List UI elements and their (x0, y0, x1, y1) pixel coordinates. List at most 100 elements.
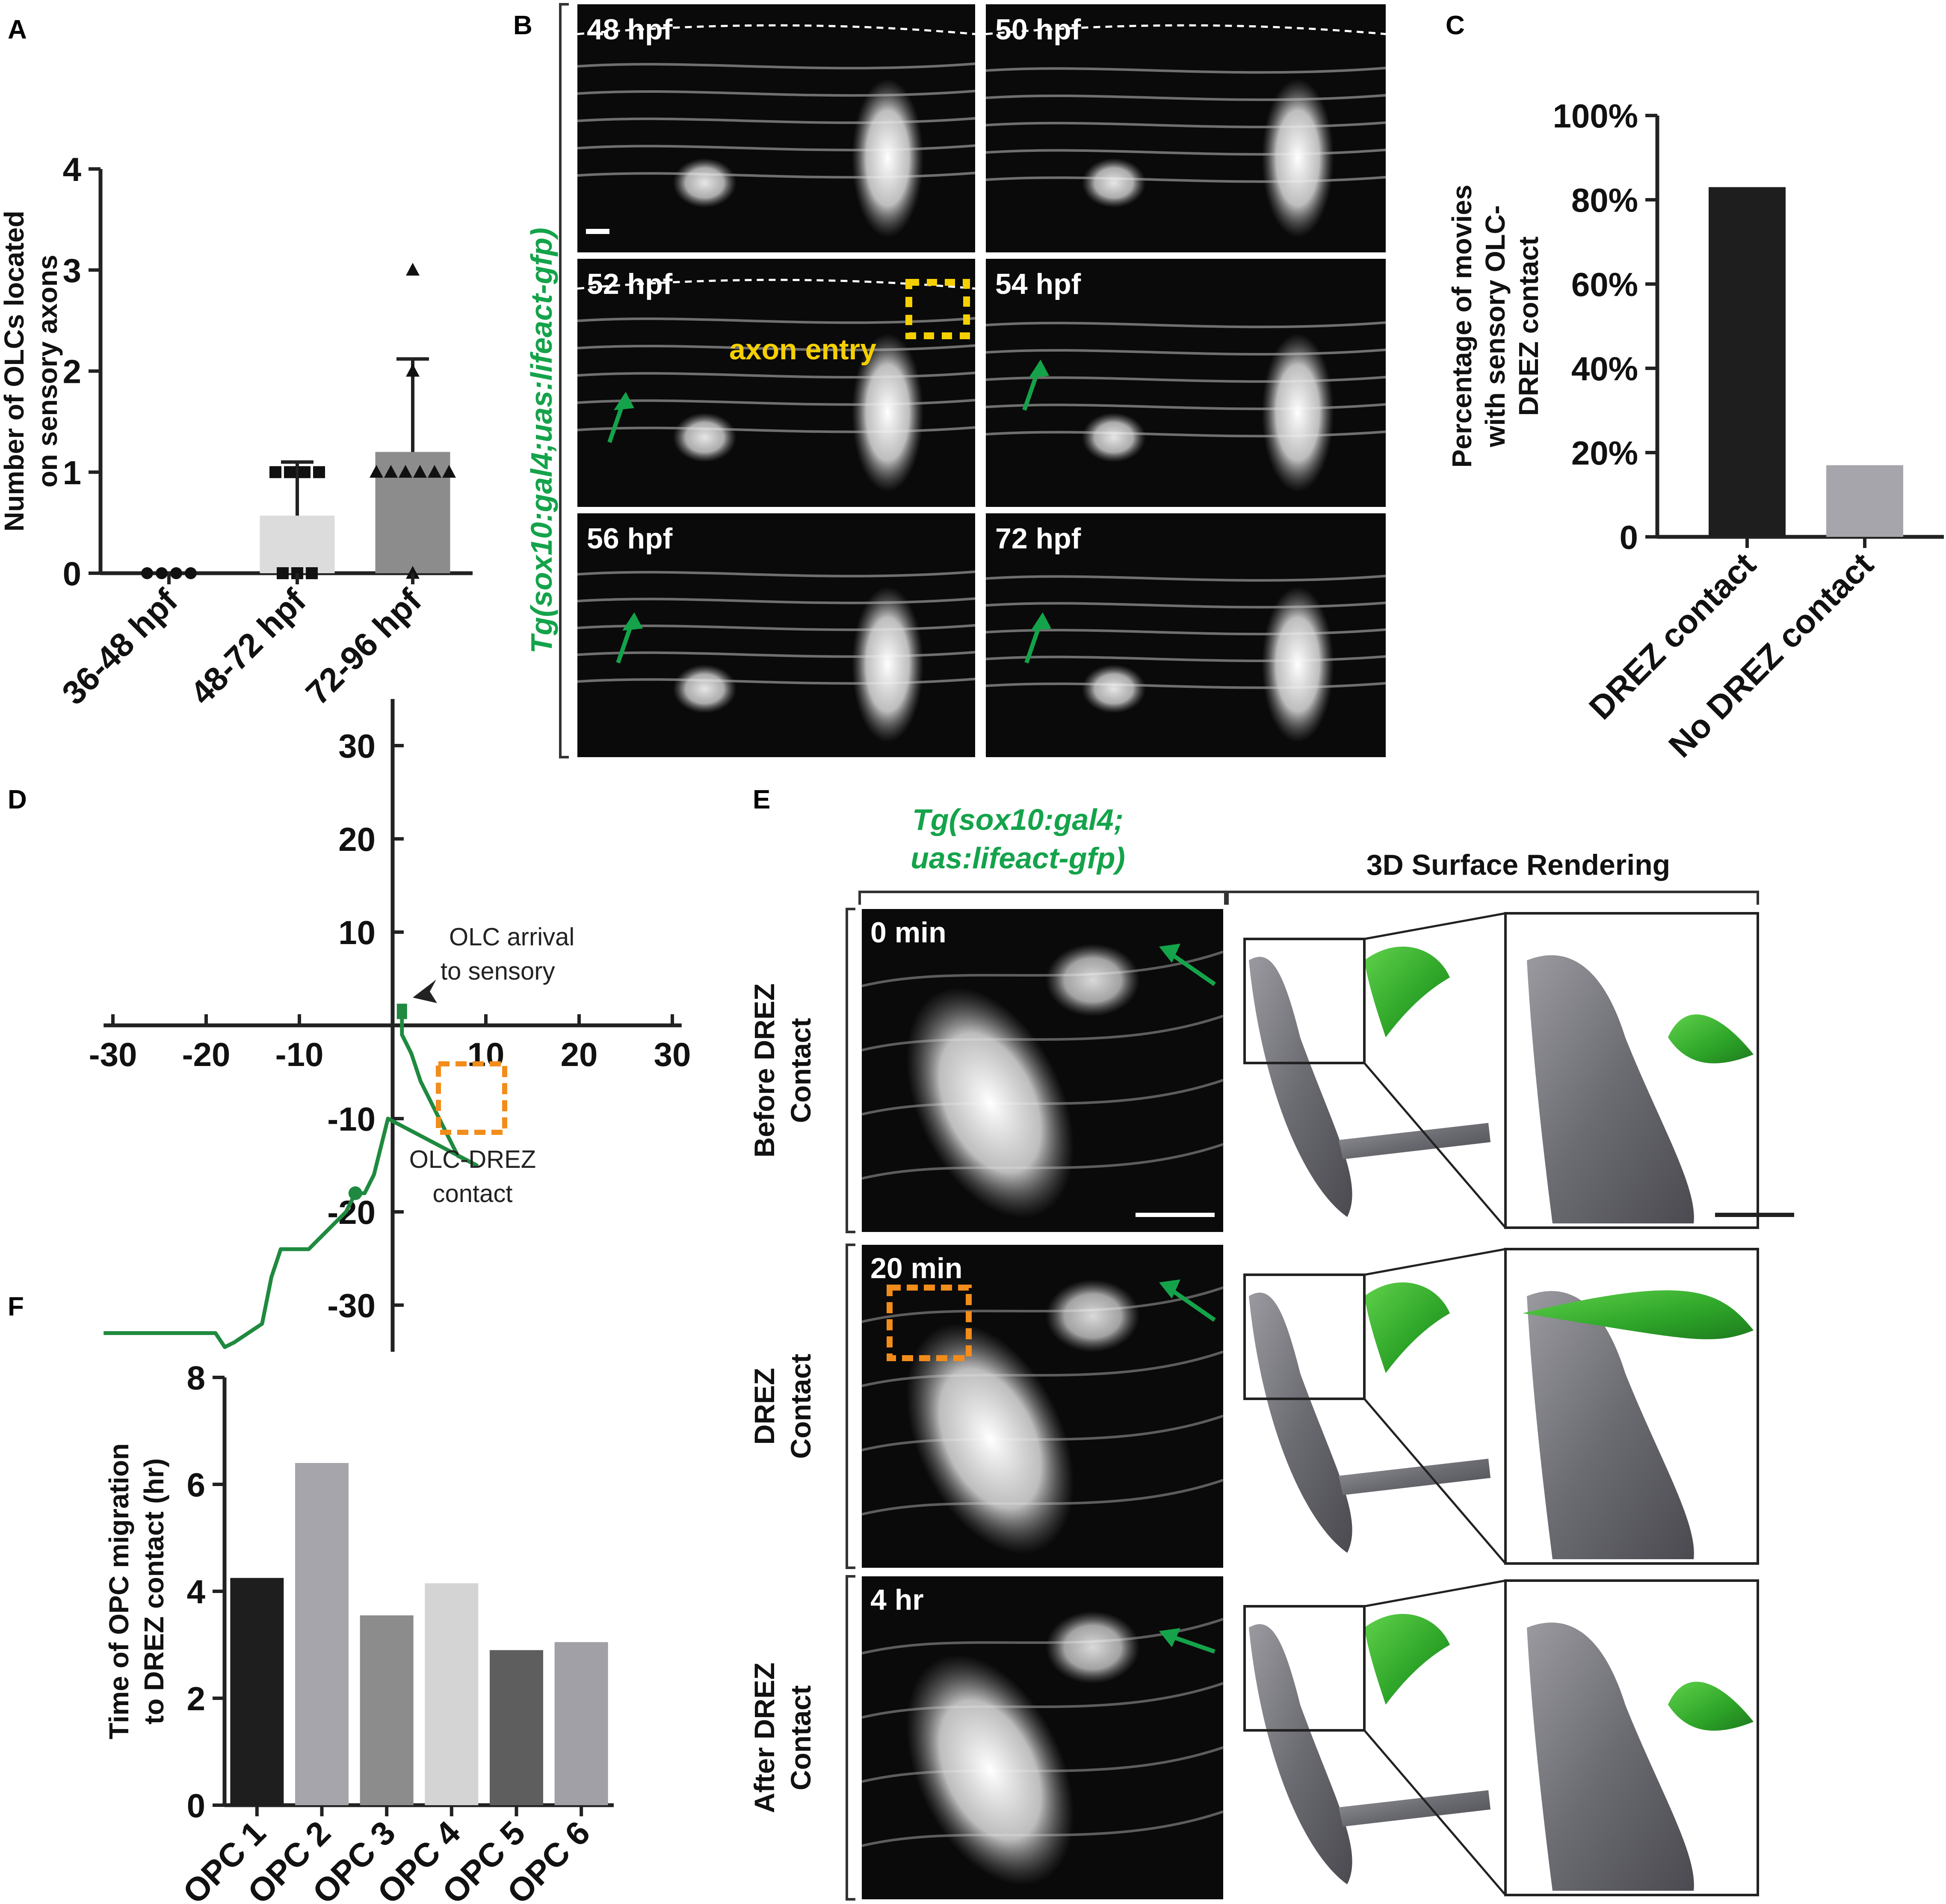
drg-cell (906, 1323, 1074, 1554)
dashed-boundary (577, 24, 976, 36)
micrograph-tile: 48 hpf (577, 4, 976, 252)
bar (425, 1583, 479, 1805)
drg-cell (852, 79, 924, 238)
data-point (406, 566, 420, 579)
olc-cell (1046, 944, 1140, 1017)
axon-fiber (985, 67, 1386, 74)
timepoint-label: 52 hpf (587, 268, 673, 300)
zoom-line (1364, 1579, 1506, 1608)
contact-box (436, 1061, 507, 1135)
cell-body (1082, 664, 1146, 714)
x-tick-label: No DREZ contact (1661, 545, 1881, 765)
y-axis-label-line2: on sensory axons (32, 255, 63, 487)
y-tick-label: 80% (1571, 181, 1638, 219)
micrograph-tile: 72 hpf (985, 513, 1386, 757)
timepoint-label: 56 hpf (587, 522, 673, 555)
scale-bar (1136, 1213, 1215, 1217)
drg-surface (1249, 956, 1352, 1217)
bracket-render (1226, 891, 1759, 905)
scale-bar (1715, 1213, 1794, 1217)
data-point (299, 466, 311, 478)
cell-body (673, 412, 736, 462)
y-tick-label: 20 (338, 820, 376, 858)
olc-surface (1364, 1282, 1450, 1373)
axon-fiber (577, 62, 976, 70)
y-tick-label: -10 (327, 1100, 376, 1138)
contact-label-line1: OLC-DREZ (409, 1146, 536, 1173)
data-point (277, 567, 289, 579)
drez-contact-box (887, 1285, 972, 1361)
render-header: 3D Surface Rendering (1366, 849, 1670, 881)
olc-cell (1046, 1279, 1140, 1353)
data-point (156, 567, 168, 579)
time-label: 4 hr (870, 1584, 924, 1616)
bar (230, 1578, 284, 1805)
row-label-line1: DREZ (748, 1368, 780, 1445)
zoom-line (1363, 1062, 1506, 1229)
y-axis-label-line3: DREZ contact (1513, 237, 1544, 416)
time-label: 20 min (870, 1252, 962, 1285)
x-tick-label: -30 (89, 1036, 137, 1073)
axon-surface (1339, 1123, 1491, 1159)
drg-cell (1262, 333, 1334, 492)
panel-e: E Tg(sox10:gal4; uas:lifeact-gfp) 3D Sur… (748, 785, 1794, 1901)
green-arrowhead-icon (622, 612, 643, 631)
panel-label-e: E (753, 785, 770, 814)
data-point (284, 466, 296, 478)
timepoint-label: 54 hpf (995, 268, 1081, 300)
data-point (170, 567, 182, 579)
y-tick-label: 2 (187, 1680, 205, 1717)
y-tick-label: 3 (63, 252, 81, 289)
y-tick-label: 10 (338, 914, 376, 951)
transgene-label-e-line1: Tg(sox10:gal4; (912, 803, 1124, 836)
zoom-line (1364, 912, 1506, 940)
drg-cell (906, 1655, 1074, 1886)
y-tick-label: 100% (1553, 97, 1638, 135)
y-tick-label: 40% (1571, 350, 1638, 388)
data-point (313, 466, 325, 478)
contact-label-line2: contact (433, 1180, 513, 1208)
y-tick-label: 0 (63, 555, 81, 592)
axon-fiber (861, 1286, 1224, 1323)
panel-f: F 0 2 4 6 8 Time of OPC migration to DREZ cont… (8, 1292, 614, 1904)
micrograph-tile: 50 hpf (985, 4, 1386, 252)
zoom-box (1243, 1605, 1366, 1732)
drg-surface (1249, 1292, 1352, 1553)
y-tick-label: 2 (63, 353, 81, 391)
cell-body (1082, 412, 1146, 462)
olc-surface (1364, 1614, 1450, 1705)
data-point (399, 465, 412, 478)
x-tick-label: 48-72 hpf (183, 581, 313, 712)
zoom-line (1363, 1398, 1506, 1564)
panel-label-a: A (8, 15, 27, 44)
cell-body (673, 158, 736, 208)
panel-c: C 0 20% 40% 60% 80% 100% Percentage of moviesw… (1446, 11, 1944, 764)
arrival-label-line2: to sensory (441, 957, 555, 985)
data-point (370, 465, 383, 478)
panel-e-row: Before DREZ Contact 0 min (748, 908, 1794, 1233)
green-arrowhead-icon (1029, 359, 1049, 378)
y-axis-label-line1: Time of OPC migration (104, 1443, 134, 1739)
bar (295, 1463, 349, 1805)
y-axis-label-line2: with sensory OLC- (1480, 205, 1511, 447)
row-label-line1: After DREZ (748, 1662, 780, 1813)
axon-fiber (861, 951, 1224, 987)
drg-cell (852, 586, 924, 743)
y-tick-label: 30 (338, 727, 376, 765)
zoom-box (1243, 1273, 1366, 1400)
panel-label-f: F (8, 1292, 24, 1321)
timepoint-label: 50 hpf (995, 13, 1081, 46)
zoom-olc-surface (1523, 1290, 1754, 1339)
data-point (406, 263, 420, 276)
cell-body (673, 664, 736, 714)
x-tick-label: 10 (467, 1036, 505, 1073)
data-point (442, 465, 456, 478)
timepoint-label: 72 hpf (995, 522, 1081, 555)
row-label: After DREZ Contact (748, 1662, 816, 1813)
data-point (384, 465, 398, 478)
data-point (428, 465, 441, 478)
drg-surface (1249, 1624, 1352, 1884)
